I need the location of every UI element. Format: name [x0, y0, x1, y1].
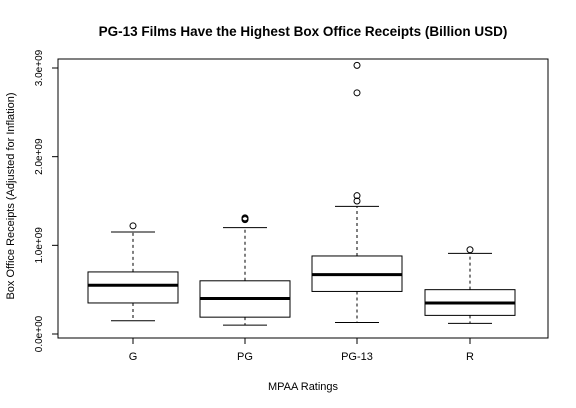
outlier-point: [353, 197, 361, 205]
y-tick-label: 3.0e+09: [34, 49, 45, 86]
chart-title: PG-13 Films Have the Highest Box Office …: [99, 24, 508, 39]
box-pg: [199, 214, 291, 326]
outlier-point: [241, 214, 249, 222]
outlier-point: [466, 246, 474, 254]
outlier-point: [353, 61, 361, 69]
x-tick-label: R: [466, 351, 474, 363]
box-pg-13: [311, 61, 403, 323]
y-tick-label: 1.0e+09: [34, 227, 45, 264]
box-r: [424, 246, 516, 324]
x-axis-label: MPAA Ratings: [268, 381, 339, 393]
box-group: [87, 61, 516, 326]
box-g: [87, 222, 179, 322]
y-tick-label: 0.0e+00: [34, 315, 45, 352]
y-axis: 0.0e+00 1.0e+09 2.0e+09 3.0e+09: [34, 49, 59, 352]
x-axis: G PG PG-13 R: [129, 338, 474, 363]
y-axis-label: Box Office Receipts (Adjusted for Inflat…: [5, 92, 17, 299]
x-tick-label: G: [129, 351, 138, 363]
x-tick-label: PG-13: [341, 351, 373, 363]
outlier-point: [129, 222, 137, 230]
y-tick-label: 2.0e+09: [34, 138, 45, 175]
outlier-point: [353, 89, 361, 97]
outlier-point: [353, 192, 361, 200]
x-tick-label: PG: [237, 351, 253, 363]
iqr-box: [87, 271, 179, 304]
